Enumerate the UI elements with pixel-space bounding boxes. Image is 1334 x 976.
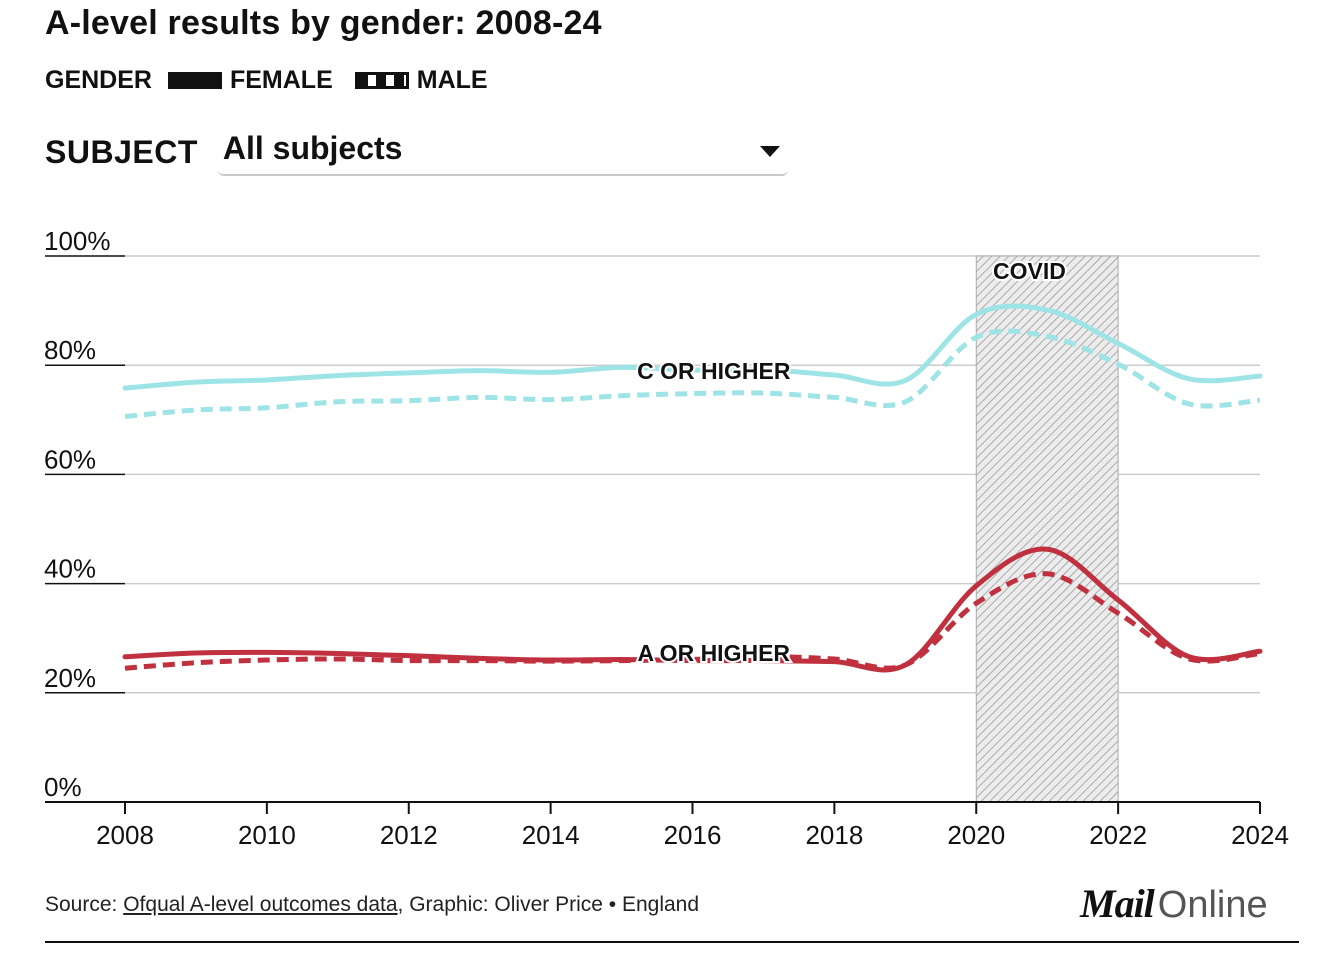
caret-down-icon bbox=[759, 146, 780, 157]
x-tick-label: 2012 bbox=[380, 820, 438, 850]
logo-mail-text: Mail bbox=[1080, 881, 1155, 926]
logo-online-text: Online bbox=[1157, 884, 1268, 926]
series-line-c-or-higher-female bbox=[122, 303, 1263, 391]
annotation-covid: COVID bbox=[993, 258, 1066, 284]
subject-dropdown-value: All subjects bbox=[222, 130, 403, 166]
legend-title: GENDER bbox=[45, 65, 152, 94]
subject-label: SUBJECT bbox=[45, 133, 198, 170]
subject-filter: SUBJECT All subjects bbox=[45, 128, 788, 176]
legend-item-female: FEMALE bbox=[167, 65, 333, 95]
annotation-a-or-higher: A OR HIGHER bbox=[638, 640, 791, 666]
mailonline-logo: Mail Online bbox=[1080, 880, 1268, 927]
x-tick-label: 2014 bbox=[522, 820, 580, 850]
y-tick-label: 80% bbox=[44, 335, 96, 365]
legend-label-female: FEMALE bbox=[229, 65, 333, 94]
bottom-divider bbox=[45, 941, 1299, 943]
y-tick-label: 40% bbox=[44, 554, 96, 584]
y-tick-label: 100% bbox=[44, 226, 111, 256]
x-tick-label: 2024 bbox=[1231, 820, 1289, 850]
chart-title: A-level results by gender: 2008-24 bbox=[45, 4, 602, 42]
x-tick-label: 2022 bbox=[1089, 820, 1147, 850]
series-line-a-or-higher-male bbox=[124, 571, 1261, 671]
x-tick-label: 2018 bbox=[805, 820, 863, 850]
x-tick-label: 2020 bbox=[947, 820, 1005, 850]
source-note: Source: Ofqual A-level outcomes data, Gr… bbox=[45, 893, 699, 917]
x-tick-label: 2008 bbox=[96, 820, 154, 850]
subject-dropdown[interactable]: All subjects bbox=[217, 128, 788, 176]
solid-line-swatch-icon bbox=[167, 71, 222, 89]
series-line-c-or-higher-male bbox=[124, 328, 1261, 420]
source-link[interactable]: Ofqual A-level outcomes data bbox=[123, 893, 398, 916]
legend-item-male: MALE bbox=[354, 65, 488, 95]
gender-legend: GENDER FEMALE MALE bbox=[45, 64, 510, 96]
y-tick-label: 20% bbox=[44, 663, 96, 693]
y-tick-label: 60% bbox=[44, 444, 96, 474]
dashed-line-swatch-icon bbox=[354, 71, 409, 89]
y-tick-label: 0% bbox=[44, 772, 82, 802]
covid-shaded-region bbox=[975, 255, 1119, 803]
source-prefix: Source: bbox=[45, 893, 124, 916]
x-tick-label: 2016 bbox=[664, 820, 722, 850]
annotation-c-or-higher: C OR HIGHER bbox=[637, 358, 791, 384]
source-suffix: , Graphic: Oliver Price • England bbox=[397, 893, 700, 916]
legend-label-male: MALE bbox=[416, 65, 488, 94]
x-tick-label: 2010 bbox=[238, 820, 296, 850]
